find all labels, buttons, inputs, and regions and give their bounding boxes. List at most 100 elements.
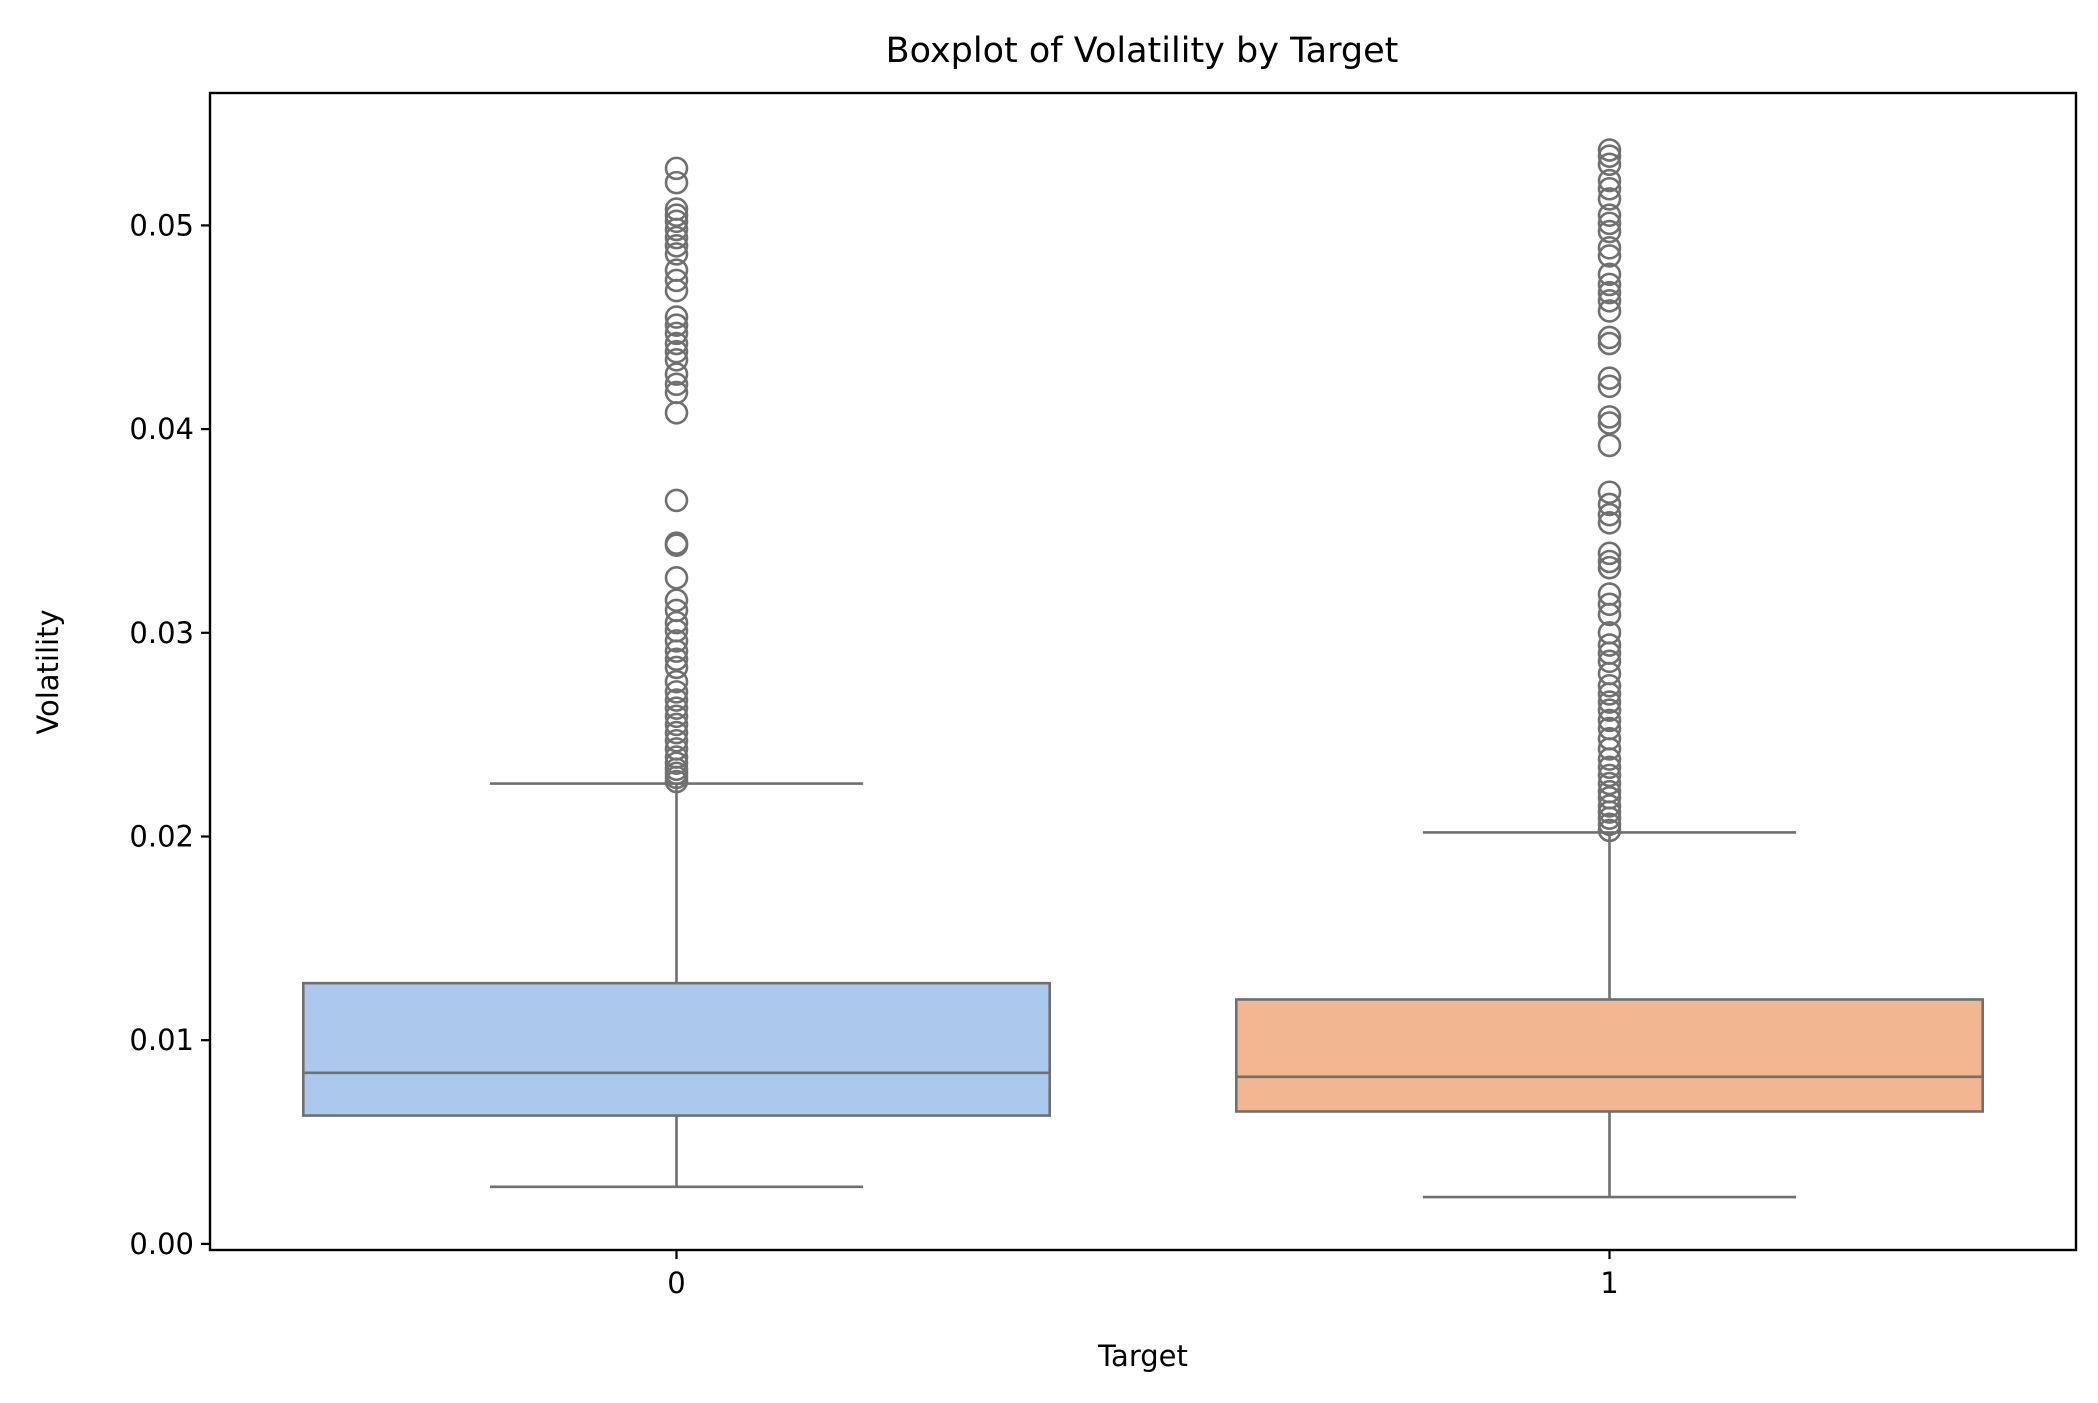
outlier-point [664,531,689,555]
outlier-point [664,170,689,195]
box-iqr [1235,998,1985,1113]
outlier-point [1597,272,1622,297]
outlier-point [1597,405,1622,429]
outlier-point [1597,755,1622,780]
outlier-point [1597,592,1622,617]
outlier-point [1597,779,1622,804]
outlier-point [664,688,689,712]
outlier-point [1597,582,1622,606]
y-tick-label: 0.05 [129,208,194,242]
outlier-point [664,720,689,745]
chart-title: Boxplot of Volatility by Target [886,31,1399,71]
box-group-1 [1235,138,1985,1199]
outlier-point [1597,492,1622,517]
outlier-point [1597,366,1622,390]
outlier-point [664,209,689,234]
outlier-point [1597,661,1622,686]
outlier-point [1597,152,1622,177]
outlier-point [1597,633,1622,657]
outlier-point [664,348,689,372]
outlier-point [1597,168,1622,193]
outlier-point [1597,219,1622,244]
outlier-point [1597,511,1622,535]
outlier-point [1597,480,1622,505]
outlier-point [664,156,689,181]
y-tick-label: 0.02 [129,819,194,853]
outlier-point [1597,374,1622,399]
outlier-point [664,588,689,613]
outlier-point [664,712,689,737]
outlier-point [1597,502,1622,527]
outlier-point [1597,331,1622,356]
outlier-point [664,696,689,720]
outlier-point [664,629,689,653]
outlier-point [664,233,689,258]
outlier-point [1597,698,1622,723]
outlier-point [1597,763,1622,788]
outlier-point [1597,299,1622,323]
outlier-point [664,321,689,346]
x-tick-label: 0 [667,1266,685,1300]
y-tick-label: 0.01 [129,1023,194,1057]
outlier-point [664,362,689,386]
outlier-point [1597,690,1622,714]
outlier-point [1597,138,1622,162]
outlier-point [1597,211,1622,236]
outlier-point [664,258,689,283]
outlier-point [1597,673,1622,698]
x-tick-label: 1 [1600,1266,1618,1300]
box-group-0 [301,156,1052,1189]
outlier-point [664,488,689,513]
outlier-point [1597,262,1622,287]
outlier-point [664,680,689,704]
outlier-point [664,610,689,635]
outlier-point [1597,771,1622,796]
axes: 0.00 0.01 0.02 0.03 0.04 0.05 0 1 [129,208,1618,1300]
outlier-point [1597,244,1622,268]
y-tick-label: 0.04 [129,412,194,446]
box-iqr [301,981,1052,1117]
outlier-point [664,745,689,769]
outlier-point [664,565,689,590]
outlier-point [1597,288,1622,313]
outlier-point [664,669,689,694]
outlier-point [1597,433,1622,458]
outlier-point [664,242,689,266]
outlier-point [1597,236,1622,260]
outlier-point [1597,176,1622,201]
outlier-point [664,655,689,680]
plot-area [301,138,1985,1199]
outlier-point [1597,411,1622,435]
y-tick-label: 0.03 [129,616,194,650]
outlier-point [664,751,689,775]
outlier-point [664,339,689,364]
outlier-point [1597,794,1622,818]
outlier-point [664,598,689,623]
outlier-point [1597,649,1622,674]
outlier-point [1597,203,1622,228]
y-tick-label: 0.00 [129,1227,194,1261]
outlier-point [664,268,689,293]
x-axis-label: Target [1097,1339,1188,1373]
outlier-point [1597,620,1622,645]
y-axis-label: Volatility [31,609,65,734]
outlier-point [1597,280,1622,305]
outlier-point [664,737,689,761]
outlier-point [1597,555,1622,580]
outlier-point [664,728,689,753]
outlier-point [664,372,689,397]
outlier-point [664,305,689,329]
outlier-point [664,197,689,221]
outlier-point [1597,144,1622,168]
outlier-point [664,401,689,425]
outlier-point [664,331,689,356]
outlier-point [664,647,689,672]
outlier-point [1597,785,1622,810]
outlier-point [664,704,689,729]
outlier-point [1597,541,1622,566]
outlier-point [1597,812,1622,837]
outlier-point [1597,325,1622,350]
outlier-point [664,203,689,228]
plot-frame [208,91,2078,1252]
